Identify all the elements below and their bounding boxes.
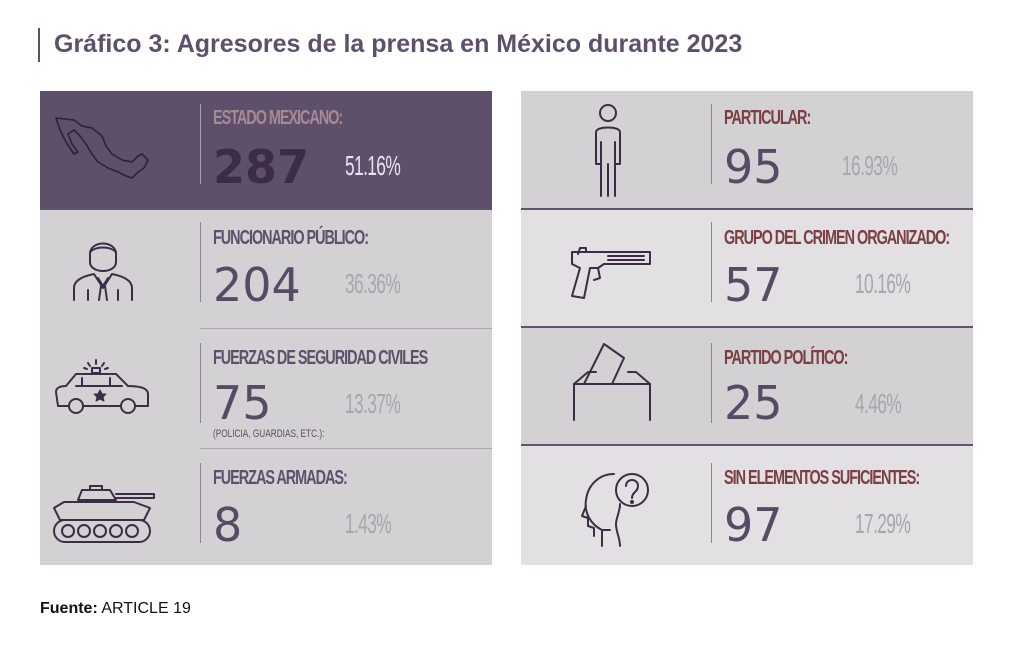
source-line: Fuente: ARTICLE 19 xyxy=(40,600,191,618)
percent-estado: 51.16% xyxy=(345,150,401,181)
category-label-crimen: GRUPO DEL CRIMEN ORGANIZADO: xyxy=(724,227,950,249)
right-divider-1 xyxy=(521,208,973,210)
category-label-sin-elementos: SIN ELEMENTOS SUFICIENTES: xyxy=(724,467,920,489)
note-fuerzas-civiles: (POLICIA, GUARDIAS, ETC.): xyxy=(213,428,325,440)
count-fuerzas-armadas: 8 xyxy=(213,498,243,552)
category-label-partido: PARTIDO POLÍTICO: xyxy=(724,347,848,369)
count-estado: 287 xyxy=(213,140,310,194)
question-head-icon xyxy=(581,473,649,547)
count-partido: 25 xyxy=(724,376,783,430)
vline-crimen xyxy=(711,222,712,302)
chart-title: Gráfico 3: Agresores de la prensa en Méx… xyxy=(54,30,743,58)
vline-funcionario xyxy=(200,222,201,302)
sin-elementos-cell xyxy=(521,446,973,565)
source-value: ARTICLE 19 xyxy=(101,600,191,617)
category-label-fuerzas-armadas: FUERZAS ARMADAS: xyxy=(213,467,348,489)
left-divider-2 xyxy=(200,328,492,329)
person-icon xyxy=(595,104,621,197)
gun-icon xyxy=(571,247,651,299)
title-accent-bar xyxy=(38,28,40,62)
category-label-fuerzas-civiles: FUERZAS DE SEGURIDAD CIVILES xyxy=(213,347,428,369)
percent-partido: 4.46% xyxy=(855,388,902,419)
right-divider-3 xyxy=(521,444,973,446)
category-label-funcionario: FUNCIONARIO PÚBLICO: xyxy=(213,227,369,249)
tank-icon xyxy=(53,485,155,543)
count-crimen: 57 xyxy=(724,258,783,312)
count-particular: 95 xyxy=(724,140,783,194)
ballot-box-icon xyxy=(573,343,651,421)
category-label-estado: ESTADO MEXICANO: xyxy=(213,107,343,129)
percent-funcionario: 36.36% xyxy=(345,268,401,299)
right-divider-2 xyxy=(521,326,973,328)
percent-fuerzas-armadas: 1.43% xyxy=(345,508,392,539)
percent-sin-elementos: 17.29% xyxy=(855,508,911,539)
category-label-particular: PARTICULAR: xyxy=(724,107,811,129)
vline-estado xyxy=(200,104,201,184)
vline-particular xyxy=(711,104,712,184)
partido-cell xyxy=(521,328,973,444)
official-icon xyxy=(73,242,133,301)
count-fuerzas-civiles: 75 xyxy=(213,376,272,430)
left-divider-3 xyxy=(200,448,492,449)
vline-fuerzas-armadas xyxy=(200,463,201,543)
vline-fuerzas-civiles xyxy=(200,343,201,423)
vline-partido xyxy=(711,343,712,423)
source-label: Fuente: xyxy=(40,600,98,617)
percent-fuerzas-civiles: 13.37% xyxy=(345,388,401,419)
mexico-map-icon xyxy=(55,117,149,179)
count-funcionario: 204 xyxy=(213,258,301,312)
count-sin-elementos: 97 xyxy=(724,498,783,552)
estado-mexicano-cell xyxy=(40,91,492,208)
police-car-icon xyxy=(55,359,149,414)
left-divider-1 xyxy=(40,208,492,210)
percent-crimen: 10.16% xyxy=(855,268,911,299)
vline-sin-elementos xyxy=(711,463,712,543)
percent-particular: 16.93% xyxy=(842,150,898,181)
